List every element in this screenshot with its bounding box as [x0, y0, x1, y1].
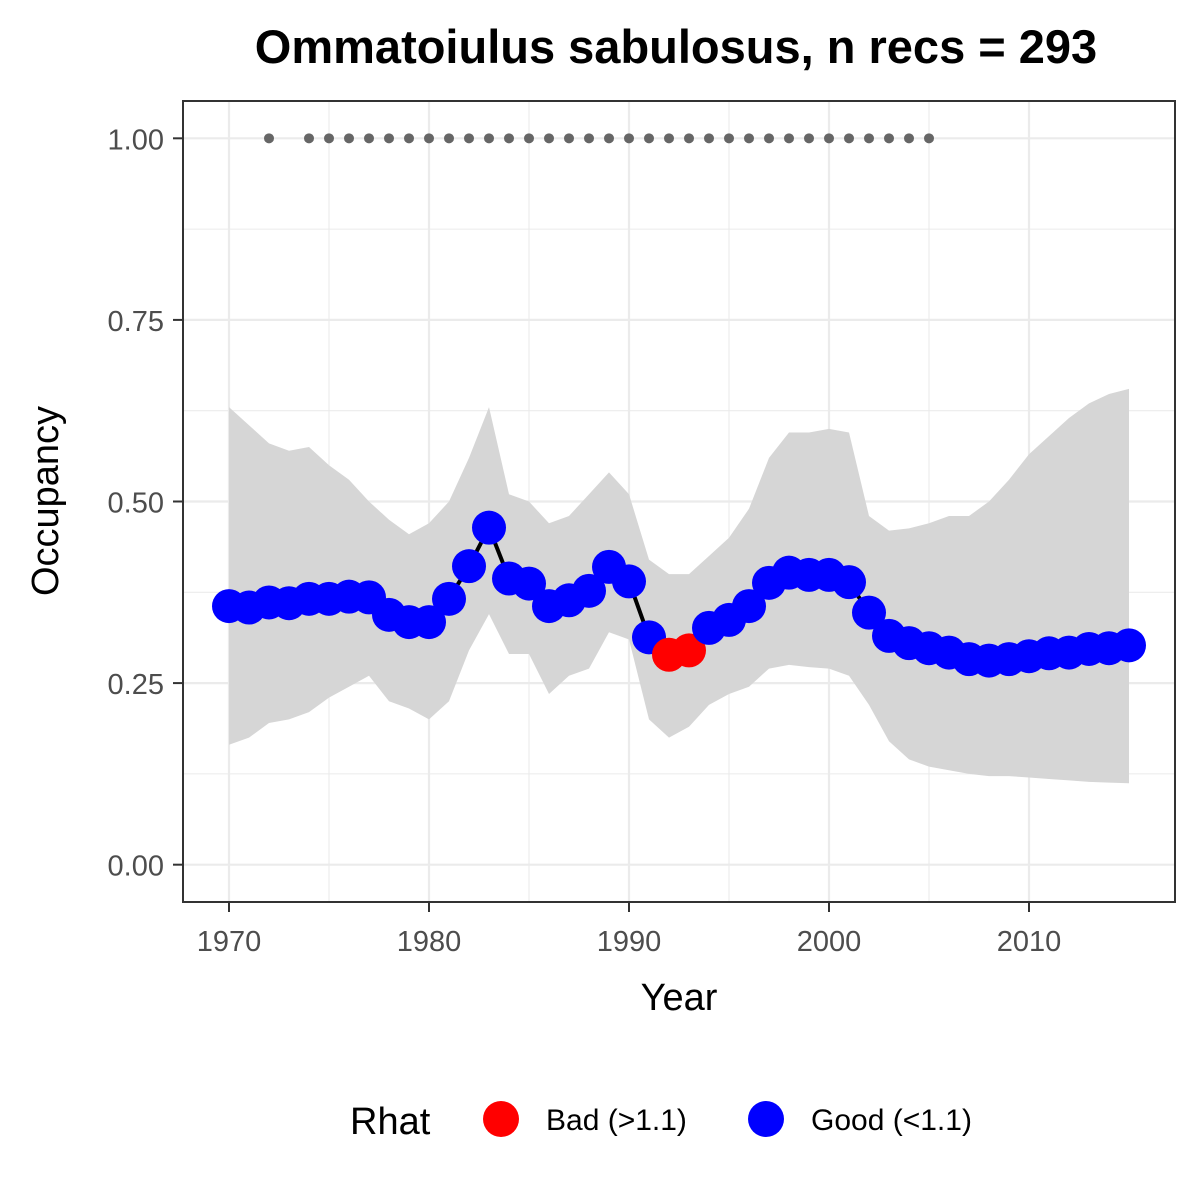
legend-label-good: Good (<1.1) — [811, 1104, 972, 1137]
y-tick-label: 0.50 — [108, 488, 164, 520]
occupancy-point-2015 — [1112, 628, 1146, 663]
record-year-dot — [624, 133, 634, 144]
record-years-layer — [264, 133, 934, 144]
record-year-dot — [484, 133, 494, 144]
x-tick-label: 2000 — [797, 926, 862, 958]
occupancy-point-1983 — [472, 510, 506, 545]
record-year-dot — [664, 133, 674, 144]
record-year-dot — [844, 133, 854, 144]
occupancy-point-2002 — [852, 595, 886, 630]
occupancy-point-1980 — [412, 605, 446, 640]
record-year-dot — [784, 133, 794, 144]
record-year-dot — [464, 133, 474, 144]
record-year-dot — [544, 133, 554, 144]
legend-label-bad: Bad (>1.1) — [546, 1104, 687, 1137]
record-year-dot — [364, 133, 374, 144]
x-tick-label: 1990 — [597, 926, 662, 958]
record-year-dot — [684, 133, 694, 144]
occupancy-point-1990 — [612, 564, 646, 599]
record-year-dot — [344, 133, 354, 144]
x-tick-label: 1970 — [197, 926, 262, 958]
occupancy-point-2001 — [832, 565, 866, 600]
y-tick-label: 0.25 — [108, 669, 164, 701]
record-year-dot — [744, 133, 754, 144]
legend: Rhat Bad (>1.1) Good (<1.1) — [350, 1101, 972, 1143]
record-year-dot — [504, 133, 514, 144]
record-year-dot — [524, 133, 534, 144]
occupancy-point-1993 — [672, 633, 706, 668]
record-year-dot — [324, 133, 334, 144]
legend-title: Rhat — [350, 1101, 431, 1143]
record-year-dot — [584, 133, 594, 144]
record-year-dot — [804, 133, 814, 144]
record-year-dot — [764, 133, 774, 144]
occupancy-point-1982 — [452, 549, 486, 584]
record-year-dot — [304, 133, 314, 144]
record-year-dot — [724, 133, 734, 144]
x-tick-label: 1980 — [397, 926, 462, 958]
record-year-dot — [384, 133, 394, 144]
occupancy-point-1981 — [432, 581, 466, 616]
record-year-dot — [424, 133, 434, 144]
record-year-dot — [824, 133, 834, 144]
legend-swatch-good — [748, 1101, 784, 1137]
occupancy-point-1988 — [572, 573, 606, 608]
record-year-dot — [884, 133, 894, 144]
record-year-dot — [444, 133, 454, 144]
record-year-dot — [864, 133, 874, 144]
record-year-dot — [564, 133, 574, 144]
record-year-dot — [644, 133, 654, 144]
chart-title: Ommatoiulus sabulosus, n recs = 293 — [255, 20, 1097, 73]
record-year-dot — [404, 133, 414, 144]
occupancy-point-1985 — [512, 566, 546, 601]
record-year-dot — [604, 133, 614, 144]
axes-layer: 1970 1980 1990 2000 2010 0.00 0.25 0.50 0.75 1.00 — [108, 124, 1062, 958]
credible-interval-ribbon — [229, 388, 1129, 784]
y-axis-title: Occupancy — [25, 406, 67, 596]
y-tick-label: 0.00 — [108, 851, 164, 883]
credible-interval-layer — [229, 388, 1129, 784]
record-year-dot — [924, 133, 934, 144]
legend-swatch-bad — [483, 1101, 519, 1137]
record-year-dot — [704, 133, 714, 144]
occupancy-points-layer — [212, 510, 1146, 678]
y-tick-label: 0.75 — [108, 306, 164, 338]
occupancy-point-1996 — [732, 589, 766, 624]
x-axis-title: Year — [641, 977, 718, 1019]
x-tick-label: 2010 — [997, 926, 1062, 958]
y-tick-label: 1.00 — [108, 124, 164, 156]
record-year-dot — [264, 133, 274, 144]
record-year-dot — [904, 133, 914, 144]
